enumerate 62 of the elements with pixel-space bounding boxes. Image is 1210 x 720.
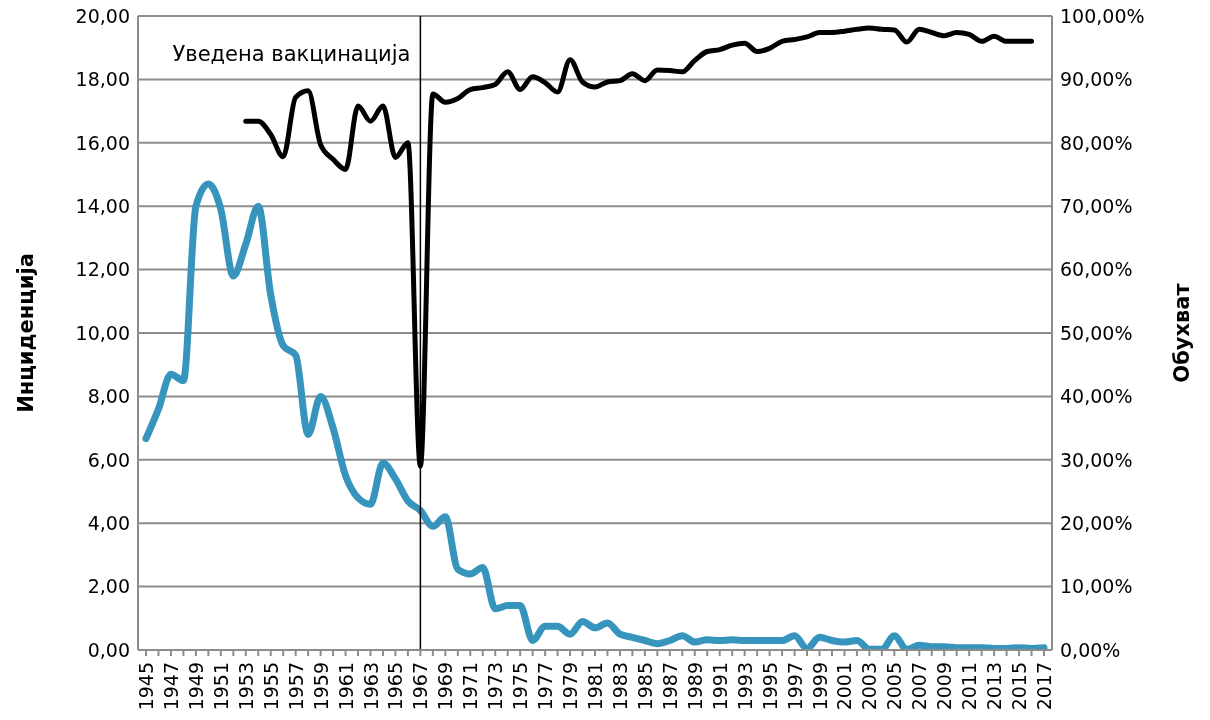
- y2-tick-label: 70,00%: [1060, 194, 1133, 217]
- y2-tick-label: 80,00%: [1060, 131, 1133, 154]
- x-tick-label: 1947: [159, 662, 182, 711]
- y-tick-label: 8,00: [87, 385, 130, 408]
- y2-tick-label: 100,00%: [1060, 4, 1145, 27]
- y-tick-label: 18,00: [75, 68, 130, 91]
- x-tick-label: 1995: [758, 662, 781, 711]
- x-tick-label: 1989: [683, 662, 706, 711]
- x-tick-label: 2017: [1033, 662, 1055, 711]
- x-tick-label: 1955: [259, 662, 282, 711]
- x-tick-label: 1961: [334, 662, 357, 711]
- x-tick-label: 1949: [184, 662, 207, 711]
- x-tick-label: 1963: [359, 662, 382, 711]
- x-tick-label: 2011: [958, 662, 981, 711]
- x-tick-label: 1973: [484, 662, 507, 711]
- x-tick-label: 1997: [783, 662, 806, 711]
- x-tick-label: 1991: [708, 662, 731, 711]
- x-tick-label: 2013: [983, 662, 1006, 711]
- y-tick-label: 2,00: [87, 575, 130, 598]
- x-tick-label: 2003: [858, 662, 881, 711]
- x-tick-label: 1977: [534, 662, 557, 711]
- y2-tick-label: 10,00%: [1060, 575, 1133, 598]
- y2-tick-label: 0,00%: [1060, 638, 1121, 661]
- y-tick-label: 14,00: [75, 194, 130, 217]
- x-tick-label: 1967: [409, 662, 432, 711]
- x-tick-label: 1993: [733, 662, 756, 711]
- x-tick-label: 1953: [234, 662, 257, 711]
- y-tick-label: 12,00: [75, 258, 130, 281]
- y2-tick-label: 60,00%: [1060, 258, 1133, 281]
- y2-tick-label: 20,00%: [1060, 511, 1133, 534]
- y-tick-label: 16,00: [75, 131, 130, 154]
- ref-line-label: Уведена вакцинација: [172, 41, 411, 66]
- x-tick-label: 2009: [933, 662, 956, 711]
- x-tick-label: 1999: [808, 662, 831, 711]
- x-tick-label: 2001: [833, 662, 856, 711]
- y2-tick-label: 40,00%: [1060, 385, 1133, 408]
- y2-tick-label: 90,00%: [1060, 68, 1133, 91]
- x-tick-label: 1983: [608, 662, 631, 711]
- x-tick-label: 1969: [434, 662, 457, 711]
- y-axis-title: Инциденција: [14, 253, 39, 413]
- y2-tick-label: 50,00%: [1060, 321, 1133, 344]
- y-tick-label: 10,00: [75, 321, 130, 344]
- x-tick-label: 1975: [509, 662, 532, 711]
- x-tick-label: 1985: [633, 662, 656, 711]
- y-tick-label: 4,00: [87, 511, 130, 534]
- x-tick-label: 1981: [584, 662, 606, 711]
- x-tick-label: 1987: [658, 662, 681, 711]
- x-tick-label: 1945: [135, 662, 157, 711]
- x-tick-label: 1957: [284, 662, 307, 711]
- y-tick-label: 20,00: [75, 4, 130, 27]
- x-tick-label: 2007: [908, 662, 931, 711]
- x-tick-label: 1959: [309, 662, 332, 711]
- y-tick-label: 6,00: [87, 448, 130, 471]
- x-tick-label: 2005: [883, 662, 906, 711]
- x-tick-label: 1965: [384, 662, 407, 711]
- x-tick-label: 1979: [559, 662, 582, 711]
- x-tick-label: 2015: [1008, 662, 1031, 711]
- y-tick-label: 0,00: [87, 638, 130, 661]
- y2-tick-label: 30,00%: [1060, 448, 1133, 471]
- x-tick-label: 1971: [459, 662, 482, 711]
- y2-axis-title: Обухват: [1170, 282, 1195, 383]
- x-tick-label: 1951: [209, 662, 232, 711]
